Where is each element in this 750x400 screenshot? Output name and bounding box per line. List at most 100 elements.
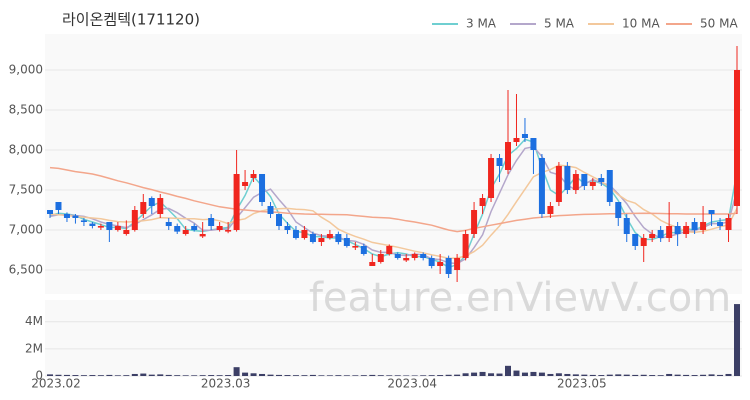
volume-bar [174,375,181,376]
candle-body [445,258,452,274]
candle-body [683,226,690,234]
ma-line [49,166,738,233]
volume-bar [131,373,138,376]
volume-bar [674,374,681,376]
candle-body [623,218,630,234]
volume-bar [369,374,376,376]
volume-bar [734,304,740,376]
volume-bar [708,374,715,376]
volume-bar [615,374,622,376]
volume-bar [250,373,257,376]
candle-body [386,246,393,254]
volume-bar [488,373,495,376]
candle-body [89,223,96,226]
candle-body [292,230,299,238]
volume-bar [606,374,613,376]
volume-bar [267,374,274,376]
volume-bar [97,375,104,376]
volume-bar [555,373,562,376]
volume-bar [649,375,656,376]
volume-bar [55,374,62,376]
volume-bar [47,374,53,376]
candle-body [505,142,511,170]
candle-body [513,138,520,142]
candle-body [335,234,342,242]
volume-panel [45,300,742,376]
candle-body [572,174,579,190]
candle-body [276,214,282,226]
volume-bar [666,373,673,376]
volume-bar [403,375,410,376]
volume-bar [309,374,316,376]
volume-bar [386,375,393,376]
y-tick-label: 2M [25,341,43,355]
candle-body [250,174,257,178]
candle-body [615,202,622,218]
volume-bar [454,374,461,376]
volume-bar [326,375,333,376]
volume-bar [276,374,282,376]
legend-label: 3 MA [466,17,497,31]
volume-bar [462,373,469,376]
volume-bar [360,375,367,376]
candle-body [454,258,461,270]
volume-bar [547,373,554,376]
volume-bar [521,372,528,376]
candle-body [309,234,316,242]
candle-body [377,254,384,262]
candle-body [564,166,571,190]
volume-bar [420,375,427,376]
volume-bar [114,375,121,376]
volume-bar [259,373,266,376]
legend-label: 50 MA [700,17,738,31]
volume-bar [564,373,571,376]
volume-bar [513,370,520,376]
candle-body [114,226,121,230]
volume-bar [471,372,478,376]
volume-bar [717,374,724,376]
candle-body [717,222,724,226]
legend-label: 5 MA [544,17,575,31]
volume-bar [301,375,308,376]
volume-bar [394,375,401,376]
candle-body [394,254,401,258]
chart-title: 라이온켐텍(171120) [62,11,200,29]
candle-body [55,202,62,210]
volume-bar [191,375,198,376]
candle-body [657,230,664,238]
candle-body [63,214,70,218]
candle-body [284,226,291,230]
volume-bar [63,374,70,376]
candle-body [259,174,266,202]
candle-body [547,206,554,214]
volume-bar [140,373,147,376]
candle-body [471,210,478,234]
candle-body [538,158,545,214]
candle-body [301,230,308,238]
candle-body [182,230,189,234]
x-tick-label: 2023.03 [201,377,251,391]
candle-body [411,254,418,258]
candle-body [131,210,138,230]
volume-bar [233,367,240,376]
candle-body [343,238,350,246]
volume-bar [335,375,342,376]
candle-body [691,222,698,230]
y-tick-label: 6,500 [9,263,43,277]
candle-body [488,158,495,198]
volume-bar [623,374,630,376]
candle-body [47,210,53,214]
volume-bar [538,372,545,376]
candle-body [708,210,715,214]
volume-bar [208,375,215,376]
volume-bar [657,375,664,376]
candle-body [225,230,232,232]
candle-body [420,254,427,258]
candle-body [216,226,223,230]
candle-body [208,218,215,226]
y-tick-label: 0 [35,369,43,383]
candle-body [148,198,155,206]
volume-bar [123,375,130,376]
candle-body [674,226,681,234]
candle-body [242,182,249,186]
